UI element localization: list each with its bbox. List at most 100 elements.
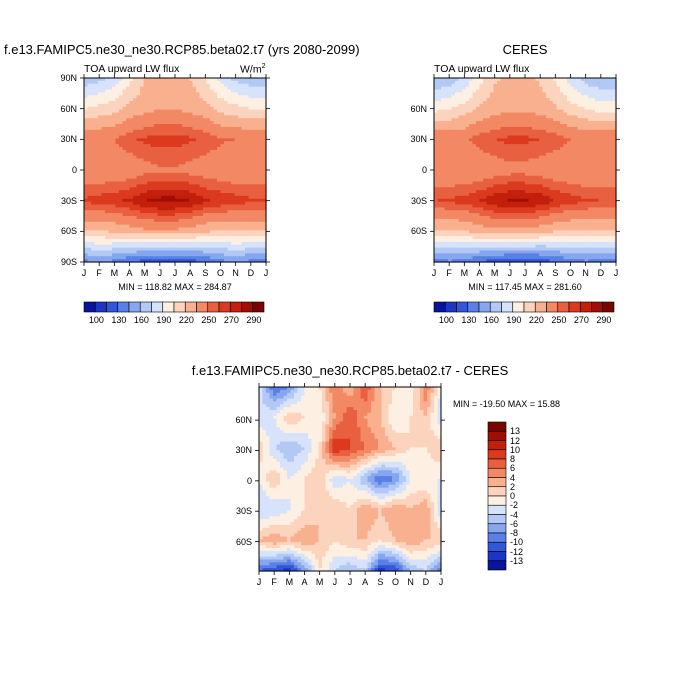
heatmap-cell	[220, 86, 225, 91]
heatmap-cell	[150, 239, 155, 243]
heatmap-cell	[161, 195, 166, 200]
heatmap-cell	[504, 86, 509, 91]
heatmap-cell	[518, 89, 523, 93]
heatmap-cell	[556, 124, 561, 128]
heatmap-cell	[136, 89, 141, 93]
heatmap-cell	[203, 129, 208, 134]
heatmap-cell	[91, 247, 96, 252]
heatmap-cell	[199, 241, 204, 246]
heatmap-cell	[122, 158, 127, 162]
heatmap-cell	[255, 138, 260, 142]
heatmap-cell	[108, 178, 113, 183]
heatmap-cell	[178, 198, 183, 203]
heatmap-cell	[140, 147, 145, 151]
heatmap-cell	[252, 161, 257, 165]
heatmap-cell	[245, 204, 250, 208]
heatmap-cell	[227, 193, 232, 197]
heatmap-cell	[206, 149, 211, 154]
heatmap-cell	[98, 233, 103, 237]
heatmap-cell	[220, 78, 225, 82]
heatmap-cell	[119, 155, 124, 160]
heatmap-cell	[532, 126, 537, 131]
heatmap-cell	[129, 101, 134, 105]
heatmap-cell	[108, 239, 113, 243]
heatmap-cell	[150, 80, 155, 85]
heatmap-cell	[238, 109, 243, 114]
heatmap-cell	[147, 236, 152, 240]
heatmap-cell	[210, 147, 215, 151]
heatmap-cell	[143, 155, 148, 160]
heatmap-cell	[192, 78, 197, 82]
heatmap-cell	[192, 147, 197, 151]
heatmap-cell	[122, 78, 127, 82]
heatmap-cell	[192, 95, 197, 99]
heatmap-cell	[252, 210, 257, 214]
heatmap-cell	[178, 124, 183, 128]
heatmap-cell	[192, 89, 197, 93]
heatmap-cell	[140, 161, 145, 165]
heatmap-cell	[150, 126, 155, 131]
heatmap-cell	[101, 207, 106, 211]
heatmap-cell	[241, 95, 246, 99]
heatmap-cell	[164, 175, 169, 180]
heatmap-cell	[248, 198, 253, 203]
heatmap-cell	[115, 138, 120, 142]
heatmap-cell	[549, 92, 554, 96]
heatmap-cell	[199, 155, 204, 160]
heatmap-cell	[224, 167, 229, 171]
heatmap-cell	[119, 239, 124, 243]
heatmap-cell	[189, 141, 194, 145]
heatmap-cell	[168, 167, 173, 171]
heatmap-cell	[168, 244, 173, 249]
heatmap-cell	[434, 109, 439, 114]
heatmap-cell	[234, 175, 239, 180]
heatmap-cell	[112, 152, 117, 157]
heatmap-cell	[500, 80, 505, 85]
heatmap-cell	[101, 239, 106, 243]
heatmap-cell	[91, 78, 96, 82]
heatmap-cell	[154, 141, 159, 145]
heatmap-cell	[87, 101, 92, 105]
heatmap-cell	[168, 129, 173, 134]
heatmap-cell	[182, 103, 187, 108]
heatmap-cell	[241, 118, 246, 122]
heatmap-cell	[203, 221, 208, 226]
heatmap-cell	[154, 241, 159, 246]
heatmap-cell	[245, 239, 250, 243]
heatmap-cell	[518, 109, 523, 114]
heatmap-cell	[245, 221, 250, 226]
heatmap-cell	[462, 80, 467, 85]
heatmap-cell	[549, 124, 554, 128]
heatmap-cell	[542, 89, 547, 93]
heatmap-cell	[94, 103, 99, 108]
heatmap-cell	[514, 92, 519, 96]
heatmap-cell	[182, 118, 187, 122]
heatmap-cell	[164, 144, 169, 148]
heatmap-cell	[434, 89, 439, 93]
heatmap-cell	[112, 227, 117, 231]
heatmap-cell	[161, 164, 166, 168]
heatmap-cell	[84, 247, 89, 252]
heatmap-cell	[224, 207, 229, 211]
heatmap-cell	[94, 250, 99, 254]
heatmap-cell	[241, 141, 246, 145]
heatmap-cell	[161, 204, 166, 208]
heatmap-cell	[539, 95, 544, 99]
heatmap-cell	[91, 152, 96, 157]
heatmap-cell	[182, 86, 187, 91]
heatmap-cell	[213, 224, 218, 229]
heatmap-cell	[245, 250, 250, 254]
heatmap-cell	[210, 224, 215, 229]
heatmap-cell	[252, 236, 257, 240]
heatmap-cell	[248, 147, 253, 151]
heatmap-cell	[161, 152, 166, 157]
heatmap-cell	[101, 170, 106, 174]
heatmap-cell	[164, 224, 169, 229]
heatmap-cell	[497, 95, 502, 99]
heatmap-cell	[525, 126, 530, 131]
heatmap-cell	[245, 89, 250, 93]
heatmap-cell	[458, 78, 463, 82]
heatmap-cell	[217, 239, 222, 243]
heatmap-cell	[189, 175, 194, 180]
heatmap-cell	[84, 138, 89, 142]
